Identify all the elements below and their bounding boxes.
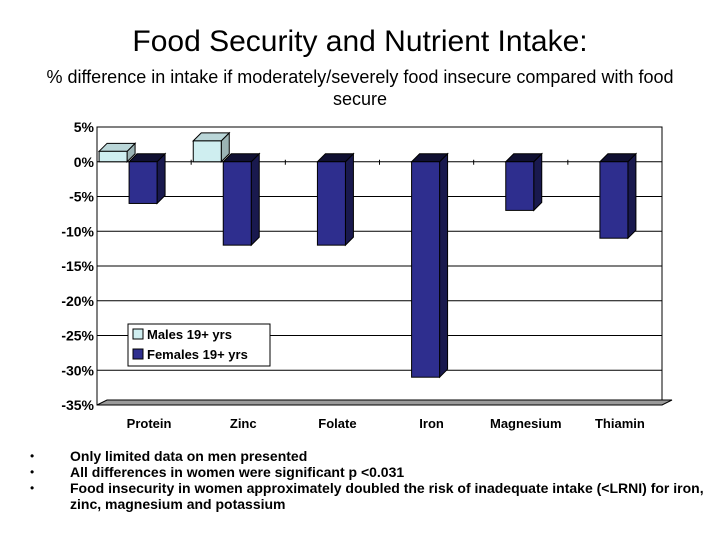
note-item: Only limited data on men presented [30, 448, 710, 464]
bar-females [222, 152, 261, 247]
y-tick-label: -5% [69, 189, 94, 205]
slide-title: Food Security and Nutrient Intake: [132, 25, 588, 58]
y-tick-label: -35% [61, 397, 94, 413]
legend-box [127, 323, 271, 367]
slide-subtitle: % difference in intake if moderately/sev… [46, 67, 674, 109]
legend-label: Females 19+ yrs [147, 347, 248, 362]
bar-chart: 5% 0% -5% -10% -15% -20% -25% -30% -35% Protein Zi… [61, 119, 673, 431]
y-tick-label: -20% [61, 293, 94, 309]
bar-females [316, 152, 355, 247]
x-tick-label: Iron [419, 416, 444, 431]
legend-label: Males 19+ yrs [147, 327, 232, 342]
y-tick-label: 5% [74, 119, 95, 135]
bar-females [598, 152, 638, 240]
bar-females [127, 152, 167, 205]
y-tick-label: 0% [74, 154, 95, 170]
bar-females [504, 152, 543, 212]
x-tick-label: Magnesium [490, 416, 562, 431]
x-tick-label: Protein [127, 416, 172, 431]
y-tick-label: -30% [61, 362, 94, 378]
chart-floor [96, 399, 673, 406]
bar-females [410, 152, 449, 379]
note-item: All differences in women were significan… [30, 464, 710, 480]
bar-males [192, 131, 231, 163]
y-tick-label: -15% [61, 258, 94, 274]
x-tick-label: Zinc [230, 416, 257, 431]
note-item: Food insecurity in women approximately d… [30, 480, 710, 512]
y-tick-label: -10% [61, 223, 94, 239]
x-tick-label: Thiamin [595, 416, 645, 431]
y-tick-label: -25% [61, 328, 94, 344]
legend-swatch [132, 328, 144, 340]
bar-males [97, 142, 137, 163]
legend-swatch [132, 348, 144, 360]
notes-list: Only limited data on men presented All d… [30, 448, 710, 512]
x-tick-label: Folate [318, 416, 356, 431]
